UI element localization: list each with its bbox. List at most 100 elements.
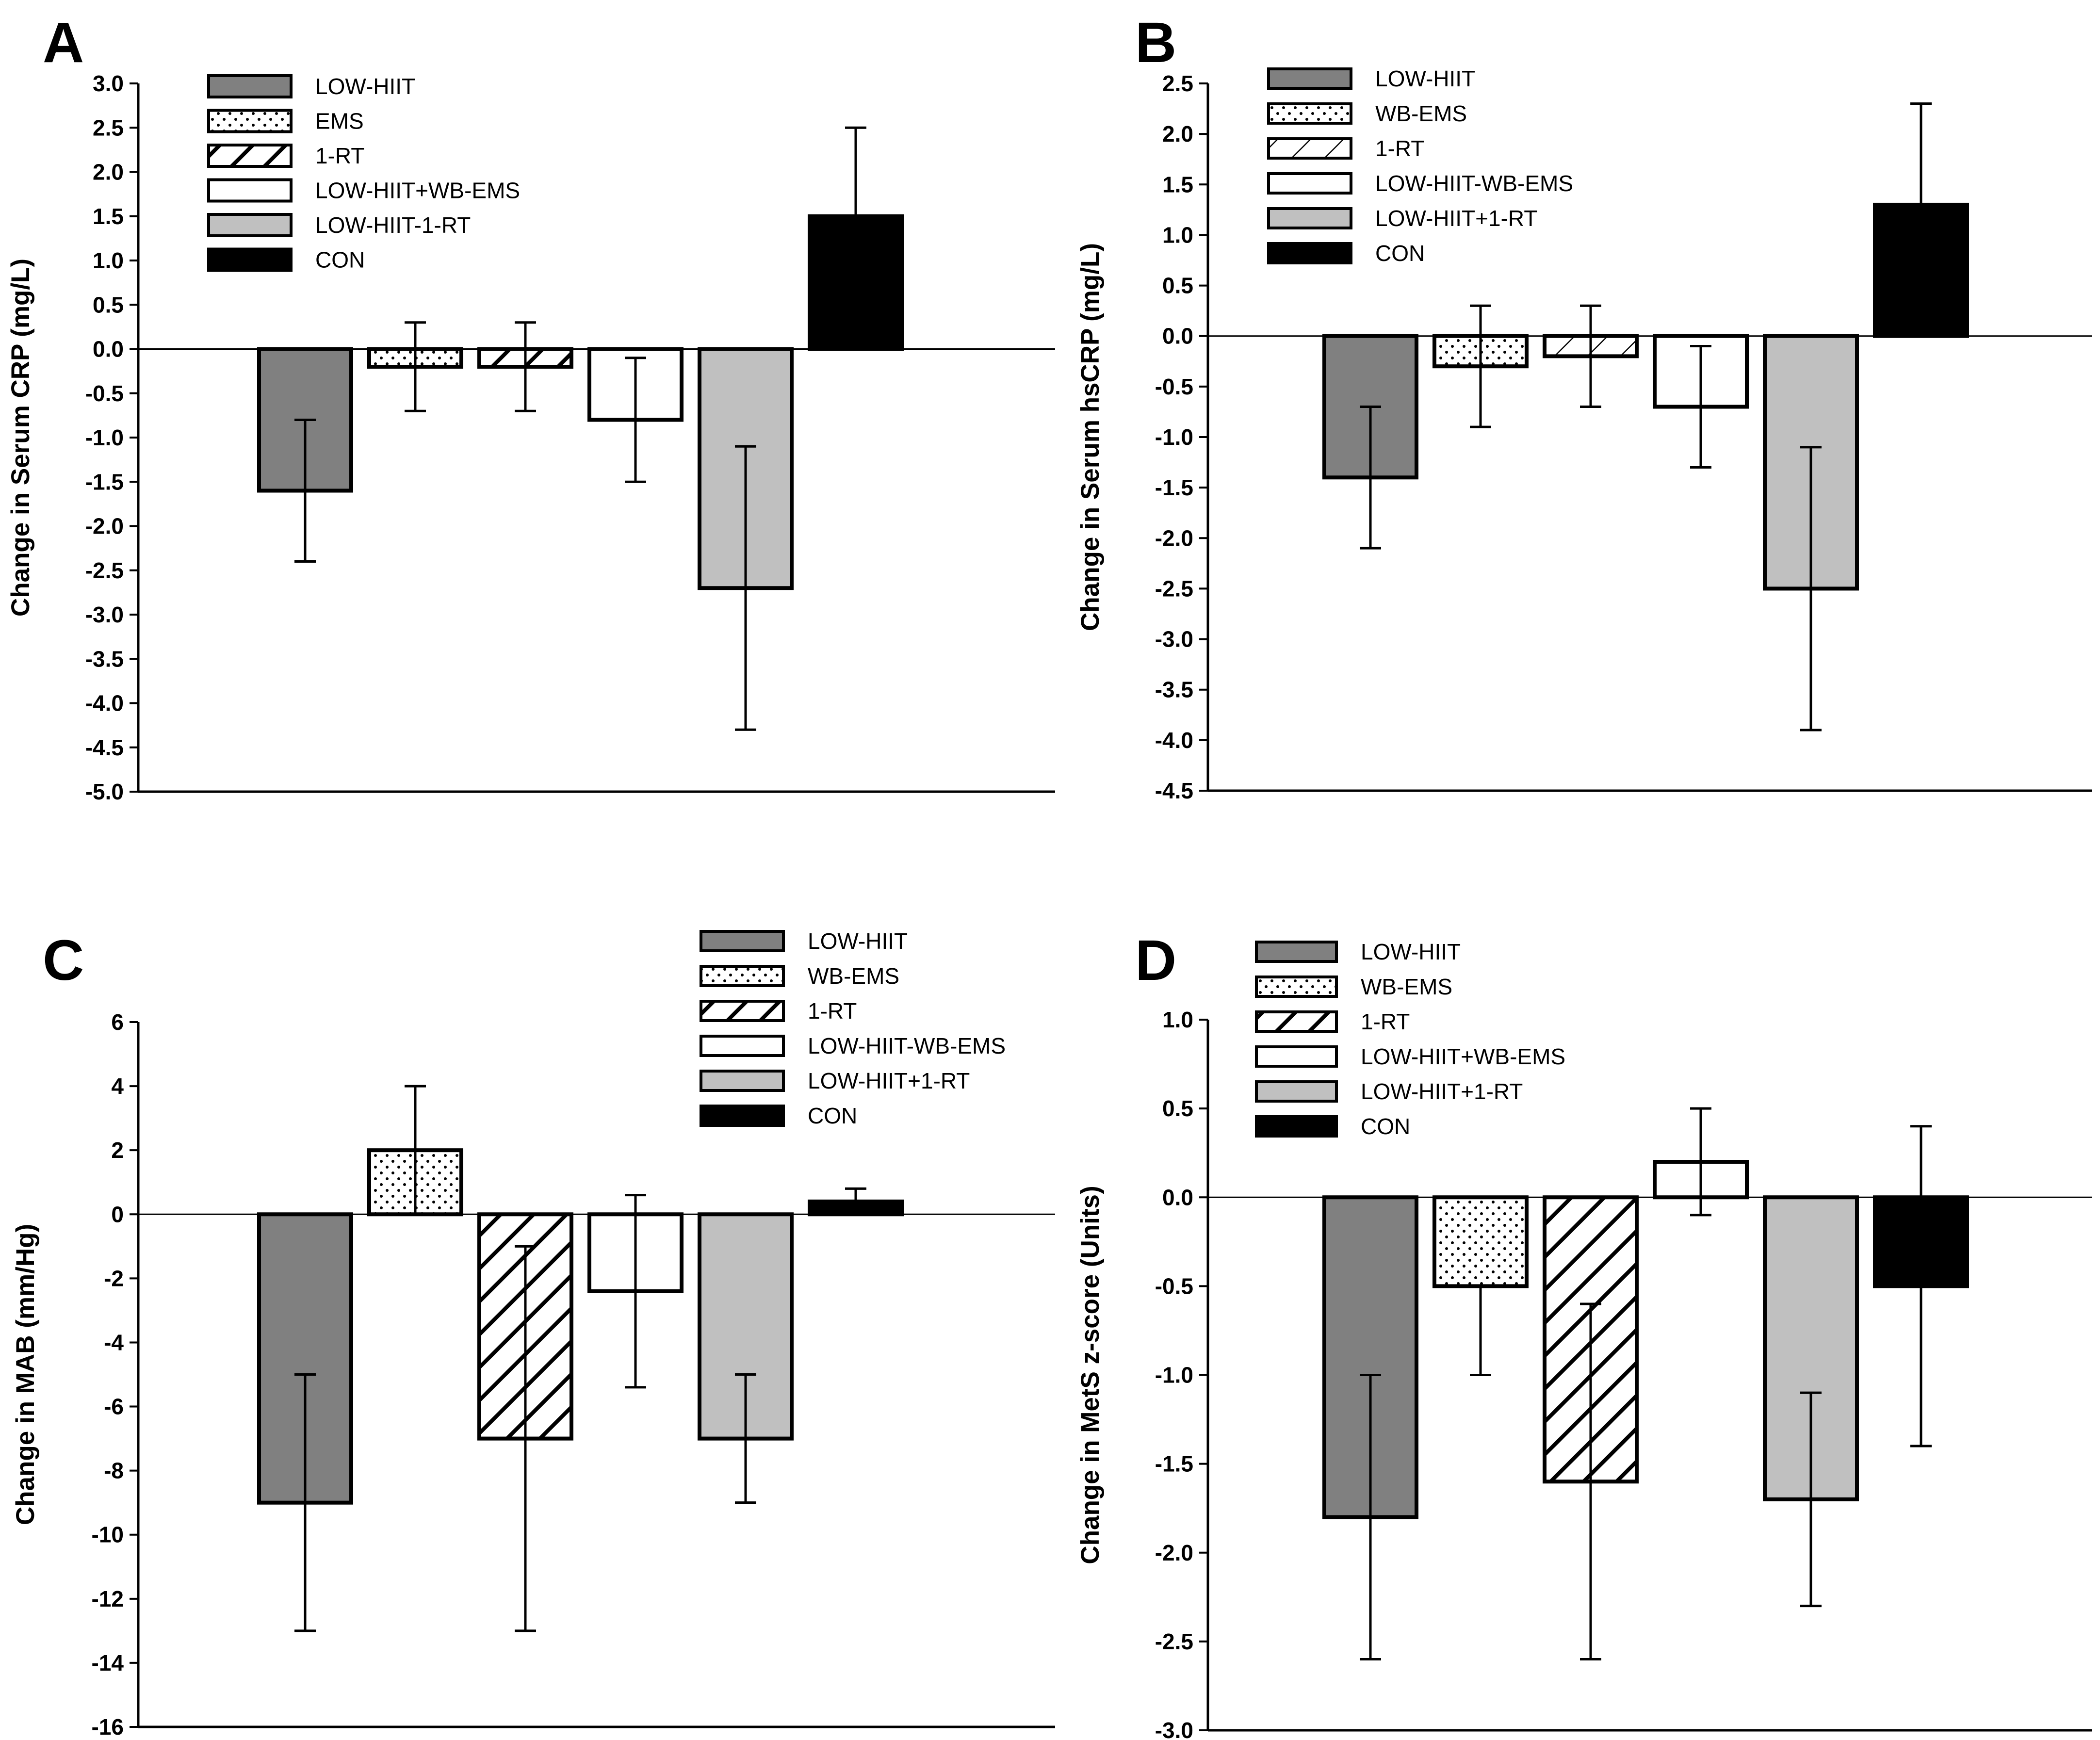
legend-swatch [700, 1035, 785, 1057]
bar-con [1873, 202, 1969, 338]
y-tick-label: 2.5 [1162, 71, 1193, 96]
y-tick-label: -1.5 [85, 469, 124, 494]
legend-label: LOW-HIIT+WB-EMS [1361, 1044, 1565, 1069]
y-tick-label: -8 [104, 1458, 124, 1483]
legend-swatch [207, 213, 293, 237]
legend: LOW-HIIT WB-EMS 1-RT LOW-HIIT+WB-EMS LOW-HII… [1255, 939, 1565, 1139]
legend-label: WB-EMS [808, 963, 899, 989]
legend-label: 1-RT [315, 143, 364, 168]
legend-swatch [207, 178, 293, 203]
y-tick-label: 0.5 [1162, 273, 1193, 298]
y-tick-label: -2.0 [1155, 525, 1193, 551]
legend-label: CON [808, 1103, 857, 1128]
bar-con [808, 1199, 904, 1217]
y-tick-label: 2.0 [1162, 121, 1193, 146]
legend-swatch [1267, 137, 1352, 160]
y-tick-label: 2.5 [93, 115, 124, 140]
legend-label: 1-RT [1361, 1009, 1410, 1034]
legend-swatch [207, 74, 293, 98]
legend-swatch [1267, 67, 1352, 90]
legend-swatch [1267, 172, 1352, 195]
y-tick-label: 0.0 [93, 337, 124, 362]
legend-label: WB-EMS [1375, 101, 1467, 126]
y-tick-label: -1.0 [85, 425, 124, 450]
legend-label: LOW-HIIT+1-RT [1375, 206, 1537, 231]
y-tick-label: 6 [111, 1009, 124, 1035]
y-tick-label: -1.0 [1155, 1363, 1193, 1388]
y-tick-label: 2.0 [93, 160, 124, 185]
legend-label: CON [315, 247, 365, 273]
legend-swatch [207, 144, 293, 168]
legend-label: LOW-HIIT [1361, 939, 1461, 964]
legend-swatch [207, 109, 293, 133]
legend-swatch [1267, 102, 1352, 125]
legend-label: LOW-HIIT [315, 74, 415, 99]
y-tick-label: -2.5 [1155, 576, 1193, 601]
y-tick-label: -1.0 [1155, 424, 1193, 450]
legend-swatch [207, 247, 293, 272]
y-tick-label: -0.5 [1155, 374, 1193, 399]
y-tick-label: -2 [104, 1266, 124, 1291]
y-tick-label: -1.5 [1155, 475, 1193, 500]
y-tick-label: -3.0 [85, 602, 124, 627]
legend-label: LOW-HIIT [808, 928, 908, 954]
bar-low-hiit-1-rt [698, 1212, 794, 1441]
legend-swatch [700, 1000, 785, 1022]
y-tick-label: -6 [104, 1394, 124, 1419]
panel-d: D Change in MetS z-score (Units) -3.0 -2.5 -… [1076, 928, 2092, 1740]
y-tick-label: -0.5 [1155, 1273, 1193, 1299]
y-axis-label: Change in Serum CRP (mg/L) [6, 259, 35, 617]
legend-swatch [1255, 941, 1338, 963]
legend-swatch [1267, 207, 1352, 229]
legend-swatch [1255, 976, 1338, 998]
panel-c: C Change in MAB (mm/Hg) -16 -14 -12 -10 -8 -6 -4… [11, 928, 1055, 1740]
legend-swatch [1267, 242, 1352, 264]
legend: LOW-HIIT WB-EMS 1-RT LOW-HIIT-WB-EMS LOW-HII… [700, 928, 1006, 1128]
legend: LOW-HIIT WB-EMS 1-RT LOW-HIIT-WB-EMS LOW-HII… [1267, 66, 1573, 266]
legend-label: CON [1375, 241, 1425, 266]
panel-a: A Change in Serum CRP (mg/L) -5.0 -4.5 -4.0 -… [6, 11, 1055, 804]
legend-label: LOW-HIIT-WB-EMS [1375, 171, 1573, 196]
legend: LOW-HIIT EMS 1-RT LOW-HIIT+WB-EMS LOW-HIIT-1… [207, 74, 520, 273]
y-tick-label: 4 [111, 1073, 124, 1099]
panel-letter: A [43, 11, 84, 75]
y-tick-label: -4 [104, 1330, 124, 1355]
y-tick-label: 1.5 [93, 204, 124, 229]
legend-swatch [1255, 1115, 1338, 1138]
y-tick-label: 1.0 [1162, 222, 1193, 247]
y-axis-label: Change in MetS z-score (Units) [1076, 1186, 1105, 1564]
legend-swatch [1255, 1080, 1338, 1103]
y-tick-label: -12 [92, 1586, 124, 1611]
bar-wb-ems [1433, 1195, 1529, 1288]
legend-label: LOW-HIIT+1-RT [808, 1068, 970, 1093]
y-tick-label: -16 [92, 1714, 124, 1740]
y-axis-label: Change in Serum hsCRP (mg/L) [1076, 243, 1105, 631]
y-tick-label: -3.0 [1155, 1718, 1193, 1740]
legend-swatch [1255, 1010, 1338, 1033]
legend-label: EMS [315, 109, 364, 134]
y-tick-label: -2.5 [85, 558, 124, 583]
y-axis-label: Change in MAB (mm/Hg) [11, 1224, 40, 1525]
legend-swatch [700, 930, 785, 952]
legend-swatch [1255, 1045, 1338, 1068]
y-tick-label: 1.5 [1162, 172, 1193, 197]
panel-letter: C [43, 928, 84, 992]
y-tick-label: 0.5 [1162, 1096, 1193, 1121]
legend-label: WB-EMS [1361, 974, 1452, 999]
legend-label: 1-RT [1375, 136, 1424, 161]
y-tick-label: -1.5 [1155, 1451, 1193, 1477]
y-tick-label: -4.0 [85, 691, 124, 716]
y-tick-label: -10 [92, 1522, 124, 1547]
legend-label: LOW-HIIT+1-RT [1361, 1079, 1523, 1104]
legend-label: 1-RT [808, 998, 857, 1024]
y-tick-label: -4.5 [85, 735, 124, 760]
legend-label: LOW-HIIT-1-RT [315, 212, 471, 238]
y-tick-label: 1.0 [93, 248, 124, 273]
bar-con [808, 214, 904, 351]
panel-b: B Change in Serum hsCRP (mg/L) -4.5 -4.0 -3.… [1076, 11, 2092, 803]
y-tick-label: -3.0 [1155, 627, 1193, 652]
y-tick-label: -14 [92, 1650, 124, 1675]
legend-label: CON [1361, 1114, 1410, 1139]
y-tick-label: -5.0 [85, 779, 124, 804]
